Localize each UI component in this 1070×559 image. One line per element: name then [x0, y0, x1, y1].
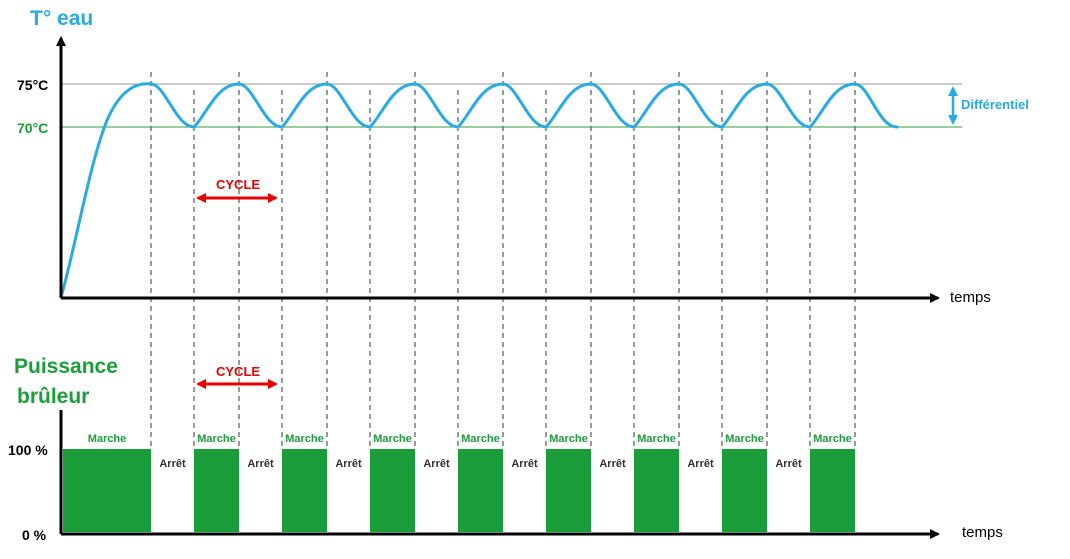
bottom-cycle-label: CYCLE — [216, 364, 260, 379]
arret-label: Arrêt — [775, 458, 802, 470]
marche-label: Marche — [637, 433, 676, 445]
burner-on-block — [63, 449, 151, 532]
marche-label: Marche — [88, 433, 127, 445]
top-cycle-label: CYCLE — [216, 177, 260, 192]
burner-on-block — [282, 449, 327, 532]
label-75: 75°C — [17, 77, 48, 93]
marche-label: Marche — [285, 433, 324, 445]
label-0-percent: 0 % — [22, 527, 47, 543]
differential-label: Différentiel — [961, 97, 1029, 112]
burner-blocks — [63, 449, 855, 532]
arret-label: Arrêt — [687, 458, 714, 470]
state-labels: Marche Marche Marche Marche Marche Marche Marc… — [88, 433, 852, 470]
arret-label: Arrêt — [335, 458, 362, 470]
label-100-percent: 100 % — [8, 442, 48, 458]
marche-label: Marche — [373, 433, 412, 445]
top-chart-title: T° eau — [30, 7, 93, 30]
burner-on-block — [546, 449, 591, 532]
marche-label: Marche — [197, 433, 236, 445]
marche-label: Marche — [813, 433, 852, 445]
arret-label: Arrêt — [247, 458, 274, 470]
top-time-label: temps — [950, 289, 991, 306]
bottom-time-label: temps — [962, 524, 1003, 541]
burner-on-block — [458, 449, 503, 532]
burner-on-block — [370, 449, 415, 532]
marche-label: Marche — [461, 433, 500, 445]
burner-on-block — [722, 449, 767, 532]
burner-on-block — [810, 449, 855, 532]
arret-label: Arrêt — [159, 458, 186, 470]
bottom-title-line2: brûleur — [17, 385, 89, 408]
arret-label: Arrêt — [511, 458, 538, 470]
marche-label: Marche — [725, 433, 764, 445]
burner-on-block — [634, 449, 679, 532]
cycle-guides — [150, 72, 856, 448]
label-70: 70°C — [17, 120, 48, 136]
burner-on-block — [194, 449, 239, 532]
temperature-curve — [59, 82, 899, 299]
arret-label: Arrêt — [599, 458, 626, 470]
arret-label: Arrêt — [423, 458, 450, 470]
marche-label: Marche — [549, 433, 588, 445]
bottom-title-line1: Puissance — [14, 355, 118, 378]
